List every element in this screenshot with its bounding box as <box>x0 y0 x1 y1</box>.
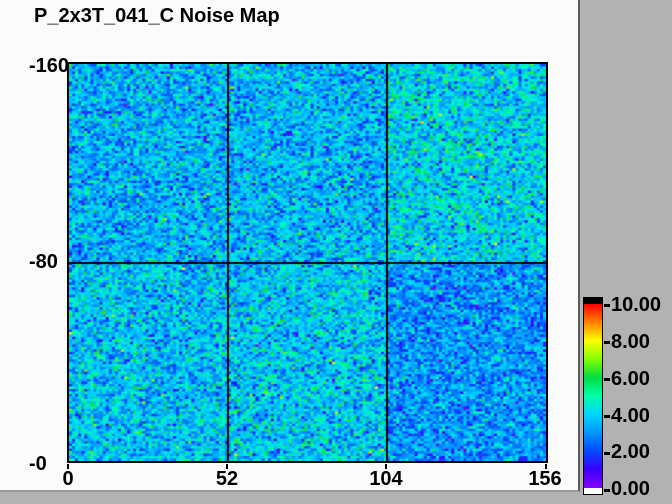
colorbar-tick-mark <box>604 341 610 344</box>
chart-title: P_2x3T_041_C Noise Map <box>34 5 280 27</box>
colorbar-tick-mark <box>604 415 610 418</box>
colorbar-tick-label: 10.00 <box>611 294 662 316</box>
colorbar <box>583 297 603 495</box>
x-axis-tick-mark <box>545 464 547 469</box>
x-axis-tick-label: 156 <box>528 468 562 490</box>
x-axis-tick-label: 0 <box>62 468 74 490</box>
heatmap-plot-area <box>67 62 548 463</box>
colorbar-tick-mark <box>604 452 610 455</box>
colorbar-under-range-cap <box>584 488 602 494</box>
colorbar-tick-label: 6.00 <box>611 368 650 390</box>
colorbar-tick-label: 8.00 <box>611 331 650 353</box>
noise-heatmap-canvas <box>69 64 546 461</box>
y-axis-tick-label: -0 <box>29 453 47 475</box>
colorbar-tick-label: 0.00 <box>611 478 650 500</box>
colorbar-over-range-cap <box>584 298 602 304</box>
colorbar-tick-label: 4.00 <box>611 405 650 427</box>
colorbar-tick-mark <box>604 304 610 307</box>
x-axis-tick-label: 104 <box>369 468 403 490</box>
y-axis-tick-label: -80 <box>29 251 58 273</box>
x-axis-tick-mark <box>226 464 228 469</box>
colorbar-tick-mark <box>604 378 610 381</box>
x-axis-tick-label: 52 <box>215 468 239 490</box>
colorbar-gradient <box>584 304 602 488</box>
colorbar-tick-mark <box>604 489 610 492</box>
colorbar-tick-label: 2.00 <box>611 441 650 463</box>
y-axis-tick-label: -160 <box>29 55 70 77</box>
x-axis-tick-mark <box>67 464 69 469</box>
x-axis-tick-mark <box>385 464 387 469</box>
